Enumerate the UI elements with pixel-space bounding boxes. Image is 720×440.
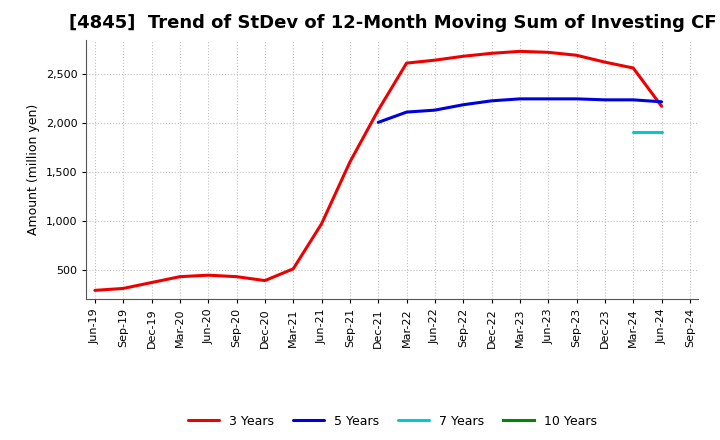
5 Years — [459, 102, 467, 107]
3 Years — [431, 58, 439, 63]
7 Years — [657, 129, 666, 134]
3 Years — [374, 107, 382, 113]
5 Years — [487, 98, 496, 103]
Y-axis label: Amount (million yen): Amount (million yen) — [27, 104, 40, 235]
3 Years — [544, 50, 552, 55]
3 Years — [572, 53, 581, 58]
5 Years — [600, 97, 609, 103]
5 Years — [544, 96, 552, 102]
3 Years — [91, 288, 99, 293]
5 Years — [629, 97, 637, 103]
3 Years — [119, 286, 127, 291]
Title: [4845]  Trend of StDev of 12-Month Moving Sum of Investing CF: [4845] Trend of StDev of 12-Month Moving… — [68, 15, 716, 33]
5 Years — [431, 107, 439, 113]
3 Years — [657, 103, 666, 109]
3 Years — [516, 49, 524, 54]
Line: 5 Years: 5 Years — [378, 99, 662, 122]
3 Years — [629, 66, 637, 71]
3 Years — [261, 278, 269, 283]
Line: 3 Years: 3 Years — [95, 51, 662, 290]
3 Years — [176, 274, 184, 279]
5 Years — [374, 120, 382, 125]
3 Years — [600, 59, 609, 65]
3 Years — [318, 221, 326, 227]
5 Years — [402, 110, 411, 115]
3 Years — [289, 266, 297, 271]
5 Years — [657, 99, 666, 104]
3 Years — [459, 54, 467, 59]
3 Years — [346, 159, 354, 165]
3 Years — [204, 272, 212, 278]
Legend: 3 Years, 5 Years, 7 Years, 10 Years: 3 Years, 5 Years, 7 Years, 10 Years — [188, 415, 597, 428]
7 Years — [629, 129, 637, 134]
3 Years — [148, 280, 156, 285]
3 Years — [487, 51, 496, 56]
3 Years — [233, 274, 241, 279]
3 Years — [402, 60, 411, 66]
5 Years — [572, 96, 581, 102]
5 Years — [516, 96, 524, 102]
